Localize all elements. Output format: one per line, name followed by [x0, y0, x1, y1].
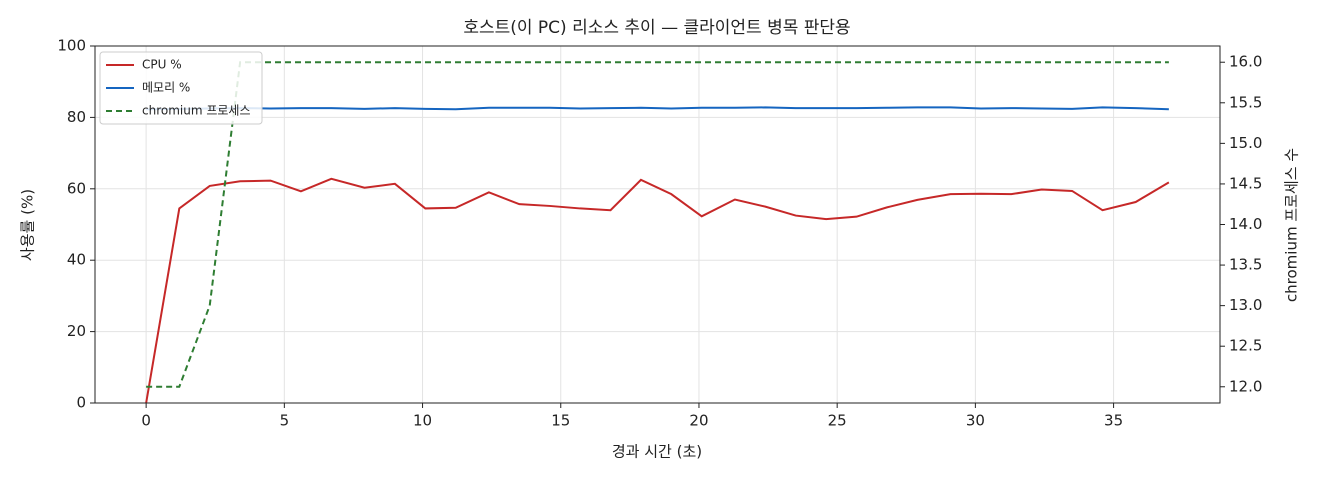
- y2-tick-label: 12.5: [1229, 337, 1262, 355]
- legend-label: CPU %: [142, 58, 182, 72]
- x-tick-label: 10: [413, 412, 432, 430]
- y-tick-label: 80: [67, 108, 86, 126]
- y2-tick-label: 13.0: [1229, 296, 1262, 314]
- y2-tick-label: 13.5: [1229, 256, 1262, 274]
- legend-label: chromium 프로세스: [142, 104, 251, 118]
- x-axis-label: 경과 시간 (초): [612, 443, 702, 461]
- x-tick-label: 25: [828, 412, 847, 430]
- plot-frame: [94, 45, 1221, 404]
- x-tick-label: 30: [966, 412, 985, 430]
- series-line: [145, 177, 1170, 404]
- x-tick-label: 5: [280, 412, 290, 430]
- y-tick-label: 100: [57, 37, 86, 55]
- y-axis-label: 사용률 (%): [19, 189, 37, 261]
- y2-tick-label: 14.0: [1229, 215, 1262, 233]
- y-tick-label: 60: [67, 179, 86, 197]
- legend-label: 메모리 %: [142, 81, 190, 95]
- y-tick-label: 0: [76, 394, 86, 412]
- y2-tick-label: 15.0: [1229, 134, 1262, 152]
- y2-tick-label: 15.5: [1229, 93, 1262, 111]
- x-tick-label: 15: [551, 412, 570, 430]
- x-tick-label: 20: [689, 412, 708, 430]
- x-tick-label: 35: [1104, 412, 1123, 430]
- y-tick-label: 40: [67, 251, 86, 269]
- y2-axis-label: chromium 프로세스 수: [1283, 148, 1301, 302]
- series-line: [146, 61, 1169, 388]
- series-line: [146, 106, 1169, 111]
- y2-tick-label: 12.0: [1229, 377, 1262, 395]
- x-tick-label: 0: [141, 412, 151, 430]
- y2-tick-label: 16.0: [1229, 53, 1262, 71]
- legend-box: [99, 51, 263, 125]
- y2-tick-label: 14.5: [1229, 174, 1262, 192]
- y-tick-label: 20: [67, 322, 86, 340]
- chart-title: 호스트(이 PC) 리소스 추이 — 클라이언트 병목 판단용: [463, 18, 850, 38]
